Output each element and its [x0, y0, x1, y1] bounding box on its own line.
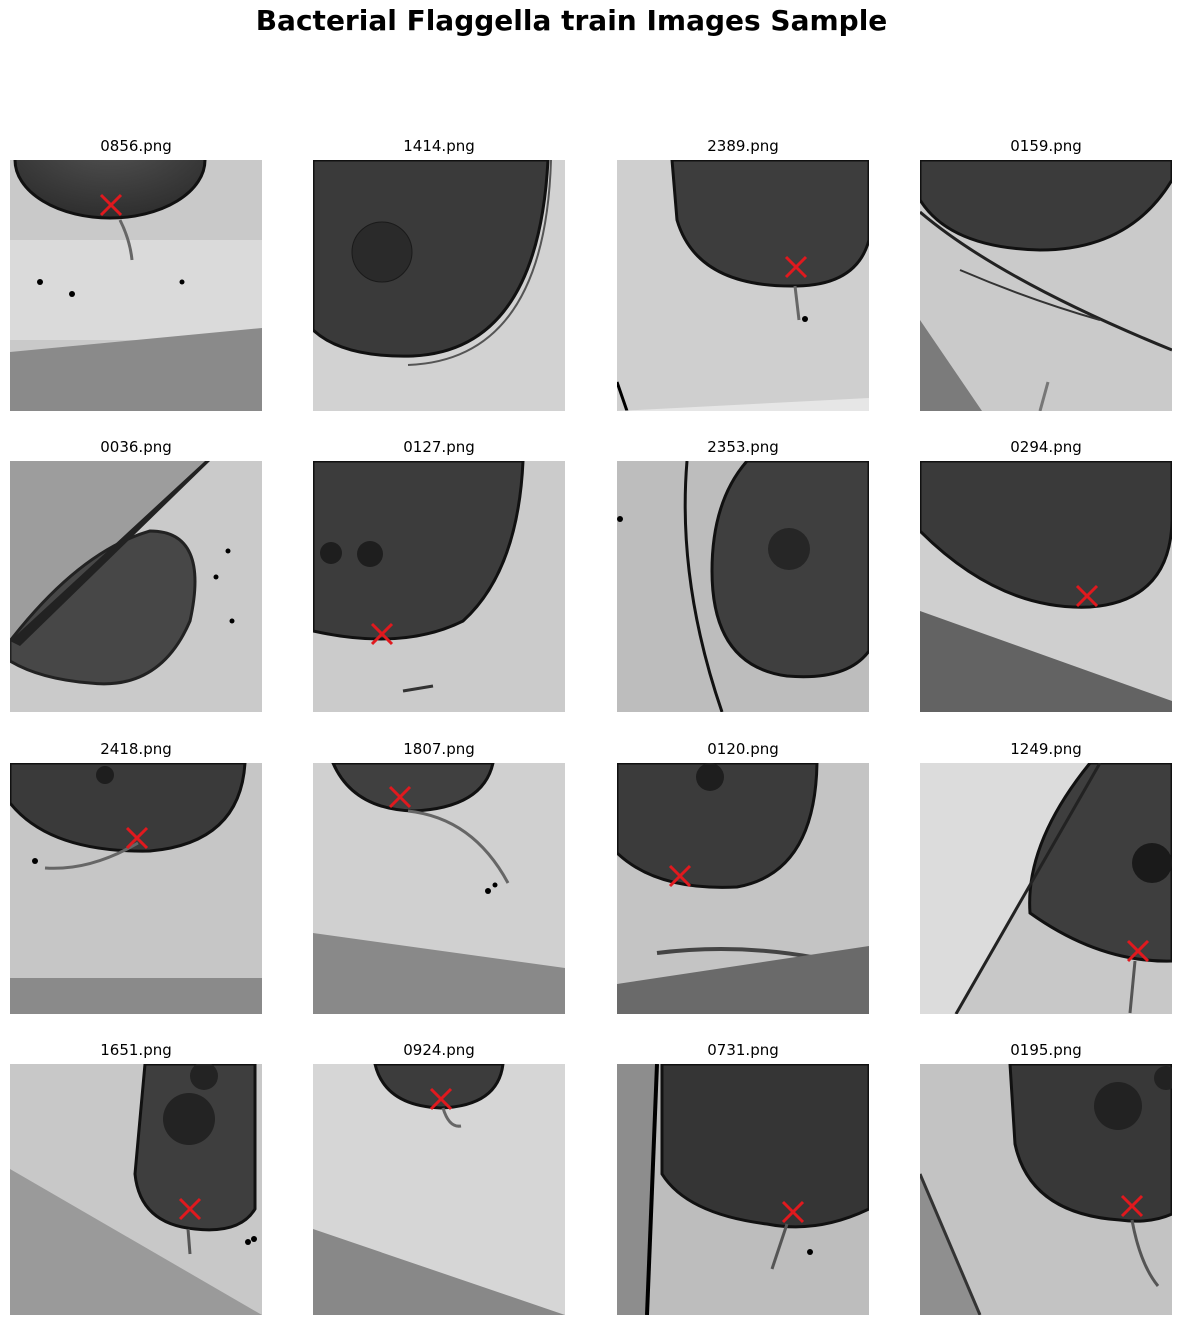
- image-title: 2353.png: [707, 438, 779, 456]
- image-panel-1414: 1414.png: [313, 137, 565, 411]
- micrograph-image: [313, 1064, 565, 1315]
- flagella-marker: [370, 622, 394, 646]
- image-title: 2418.png: [100, 740, 172, 758]
- image-title: 0731.png: [707, 1041, 779, 1059]
- flagella-marker: [388, 785, 412, 809]
- image-panel-0856: 0856.png: [10, 137, 262, 411]
- flagella-marker: [429, 1087, 453, 1111]
- micrograph-image: [10, 763, 262, 1014]
- image-panel-0036: 0036.png: [10, 438, 262, 712]
- image-panel-1807: 1807.png: [313, 740, 565, 1014]
- image-title: 1249.png: [1010, 740, 1082, 758]
- image-title: 0856.png: [100, 137, 172, 155]
- micrograph-image: [10, 160, 262, 411]
- flagella-marker: [1120, 1194, 1144, 1218]
- figure-title: Bacterial Flaggella train Images Sample: [255, 4, 888, 37]
- flagella-marker: [178, 1197, 202, 1221]
- flagella-marker: [668, 864, 692, 888]
- flagella-marker: [125, 826, 149, 850]
- flagella-marker: [1075, 584, 1099, 608]
- image-panel-0195: 0195.png: [920, 1041, 1172, 1315]
- micrograph-image: [313, 160, 565, 411]
- image-panel-0731: 0731.png: [617, 1041, 869, 1315]
- micrograph-image: [617, 461, 869, 712]
- micrograph-image: [313, 461, 565, 712]
- micrograph-image: [920, 763, 1172, 1014]
- micrograph-image: [920, 160, 1172, 411]
- image-panel-0924: 0924.png: [313, 1041, 565, 1315]
- image-title: 0294.png: [1010, 438, 1082, 456]
- micrograph-image: [920, 1064, 1172, 1315]
- image-title: 1651.png: [100, 1041, 172, 1059]
- image-title: 0195.png: [1010, 1041, 1082, 1059]
- image-title: 1414.png: [403, 137, 475, 155]
- flagella-marker: [781, 1200, 805, 1224]
- micrograph-image: [920, 461, 1172, 712]
- image-title: 0924.png: [403, 1041, 475, 1059]
- micrograph-image: [10, 461, 262, 712]
- image-panel-0159: 0159.png: [920, 137, 1172, 411]
- flagella-marker: [1126, 939, 1150, 963]
- image-title: 1807.png: [403, 740, 475, 758]
- micrograph-image: [617, 1064, 869, 1315]
- image-panel-0294: 0294.png: [920, 438, 1172, 712]
- micrograph-image: [617, 763, 869, 1014]
- micrograph-image: [10, 1064, 262, 1315]
- micrograph-image: [313, 763, 565, 1014]
- image-panel-2418: 2418.png: [10, 740, 262, 1014]
- image-panel-2353: 2353.png: [617, 438, 869, 712]
- flagella-marker: [99, 193, 123, 217]
- image-title: 0159.png: [1010, 137, 1082, 155]
- flagella-marker: [784, 255, 808, 279]
- image-panel-0120: 0120.png: [617, 740, 869, 1014]
- image-panel-2389: 2389.png: [617, 137, 869, 411]
- image-panel-1651: 1651.png: [10, 1041, 262, 1315]
- image-panel-0127: 0127.png: [313, 438, 565, 712]
- image-panel-1249: 1249.png: [920, 740, 1172, 1014]
- image-title: 0120.png: [707, 740, 779, 758]
- image-title: 2389.png: [707, 137, 779, 155]
- micrograph-image: [617, 160, 869, 411]
- image-title: 0127.png: [403, 438, 475, 456]
- image-title: 0036.png: [100, 438, 172, 456]
